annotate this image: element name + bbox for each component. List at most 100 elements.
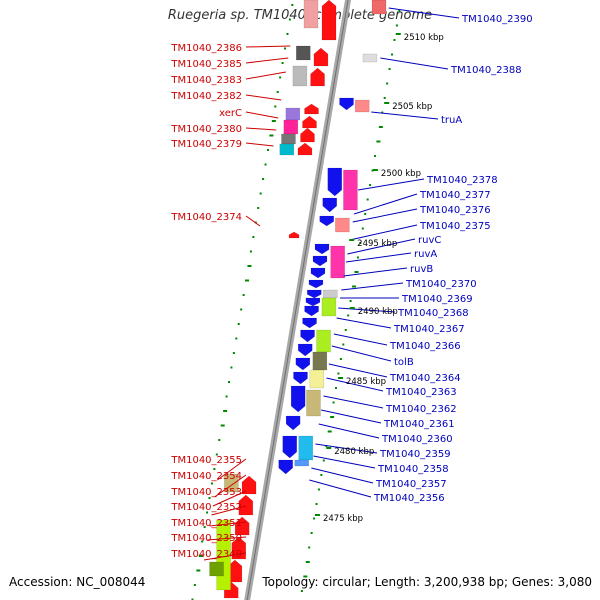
tick-mark <box>339 358 342 360</box>
label-leader <box>245 57 289 64</box>
label-leader <box>328 363 388 378</box>
label-leader <box>336 317 392 329</box>
tick-mark <box>206 511 209 514</box>
gene-arrow <box>288 231 300 239</box>
gene-label: TM1040_2388 <box>450 65 522 76</box>
gene-arrow <box>307 289 322 299</box>
gene-arrow <box>312 255 328 267</box>
gene-label: TM1040_2383 <box>170 75 242 86</box>
gene-label: TM1040_2367 <box>393 324 465 335</box>
tick-mark <box>308 546 311 549</box>
label-leader <box>380 57 449 70</box>
tick-mark <box>240 308 243 311</box>
gene-label: TM1040_2361 <box>383 419 455 430</box>
gene-label: truA <box>441 115 462 126</box>
tick-mark <box>359 242 362 244</box>
gene-block <box>306 389 321 417</box>
tick-mark <box>381 111 384 114</box>
tick-mark <box>252 236 255 238</box>
tick-mark <box>198 555 203 557</box>
scale-labels: 2510 kbp 2505 kbp 2500 kbp 2495 kbp 2490 kbp… <box>314 33 444 524</box>
gene-block <box>321 297 337 317</box>
gene-block <box>371 0 387 15</box>
tick-mark <box>378 126 383 128</box>
scale-label: 2495 kbp <box>357 239 397 249</box>
tick-mark <box>208 497 211 499</box>
gene-label: TM1040_2357 <box>375 479 447 490</box>
gene-label: TM1040_2359 <box>379 449 451 460</box>
scale-tick <box>314 514 320 516</box>
label-leader <box>371 111 439 120</box>
label-leader <box>245 142 274 147</box>
tick-mark <box>218 439 221 441</box>
accession-text: Accession: NC_008044 <box>9 575 146 589</box>
tick-mark <box>371 169 374 172</box>
gene-arrow <box>282 435 298 459</box>
gene-block <box>312 351 328 371</box>
gene-block <box>294 459 309 467</box>
gene-label: TM1040_2374 <box>170 212 242 223</box>
gene-label: TM1040_2379 <box>170 139 242 150</box>
tick-mark <box>386 82 389 85</box>
label-leader <box>207 536 247 541</box>
tick-mark <box>223 410 228 412</box>
tick-mark <box>291 4 294 6</box>
scale-tick <box>384 102 390 104</box>
map-title: Ruegeria sp. TM1040, complete genome <box>167 8 433 23</box>
gene-label: TM1040_2353 <box>170 487 242 498</box>
tick-mark <box>247 265 252 267</box>
gene-label: TM1040_2355 <box>170 455 242 466</box>
gene-label: TM1040_2356 <box>373 493 445 504</box>
tick-mark <box>203 526 206 528</box>
gene-arrow <box>278 459 293 475</box>
tick-mark <box>242 294 245 296</box>
gene-label: TM1040_2380 <box>170 124 242 135</box>
gene-block <box>343 169 358 211</box>
tick-mark <box>349 300 352 302</box>
label-leader <box>245 127 277 131</box>
tick-mark <box>315 503 318 505</box>
label-leader <box>311 467 374 484</box>
label-leader <box>245 215 261 227</box>
tick-mark <box>354 271 359 273</box>
tick-mark <box>361 227 364 230</box>
tick-mark <box>201 540 204 543</box>
tick-mark <box>310 532 313 534</box>
tick-mark <box>284 47 287 50</box>
gene-label: TM1040_2390 <box>461 14 533 25</box>
label-leader <box>245 94 282 101</box>
scale-label: 2480 kbp <box>334 447 374 457</box>
gene-label: TM1040_2358 <box>377 464 449 475</box>
tick-mark <box>393 39 396 41</box>
gene-block <box>292 65 308 87</box>
scale-label: 2490 kbp <box>358 307 398 317</box>
gene-label: TM1040_2366 <box>389 341 461 352</box>
gene-label: TM1040_2368 <box>397 308 469 319</box>
tick-mark <box>347 314 350 317</box>
gene-label: TM1040_2364 <box>389 373 461 384</box>
tick-mark <box>395 24 398 27</box>
gene-arrow <box>302 317 317 329</box>
label-leader <box>352 208 418 223</box>
tick-mark <box>398 10 401 12</box>
scale-label: 2510 kbp <box>404 33 444 43</box>
tick-mark <box>249 250 252 253</box>
tick-mark <box>388 68 391 70</box>
tick-mark <box>320 474 323 476</box>
tick-track-left <box>191 4 294 600</box>
tick-mark <box>193 584 196 586</box>
label-leader <box>321 409 382 424</box>
tick-mark <box>215 453 218 456</box>
gene-arrow <box>302 115 317 129</box>
tick-mark <box>352 285 357 288</box>
label-leader <box>214 474 247 498</box>
scale-label: 2505 kbp <box>392 102 432 112</box>
tick-mark <box>274 105 277 108</box>
label-leader <box>345 252 412 263</box>
gene-arrow <box>310 267 326 279</box>
gene-arrow <box>313 47 329 67</box>
gene-label: ruvC <box>418 235 441 246</box>
scale-tick <box>349 239 355 241</box>
gene-block <box>283 119 299 135</box>
